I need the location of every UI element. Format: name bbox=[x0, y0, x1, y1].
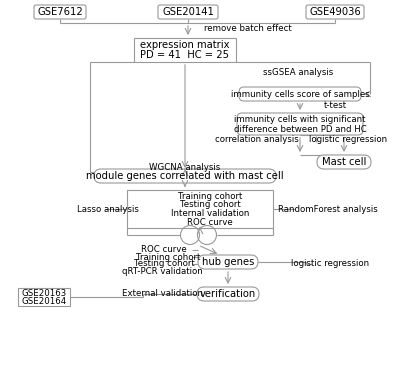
FancyBboxPatch shape bbox=[197, 287, 259, 301]
FancyBboxPatch shape bbox=[198, 255, 258, 269]
Text: immunity cells score of samples: immunity cells score of samples bbox=[231, 90, 369, 99]
Text: GSE7612: GSE7612 bbox=[37, 7, 83, 17]
Text: logistic regression: logistic regression bbox=[291, 260, 369, 269]
Text: Mast cell: Mast cell bbox=[322, 157, 366, 167]
Text: WGCNA analysis: WGCNA analysis bbox=[149, 163, 221, 171]
Text: ROC curve: ROC curve bbox=[187, 218, 233, 227]
Text: ROC curve: ROC curve bbox=[141, 246, 187, 254]
FancyBboxPatch shape bbox=[34, 5, 86, 19]
FancyBboxPatch shape bbox=[94, 169, 276, 183]
FancyBboxPatch shape bbox=[239, 87, 361, 101]
Text: Internal validation: Internal validation bbox=[171, 208, 249, 218]
FancyBboxPatch shape bbox=[158, 5, 218, 19]
Text: ssGSEA analysis: ssGSEA analysis bbox=[263, 67, 333, 77]
Text: correlation analysis: correlation analysis bbox=[215, 135, 299, 144]
Text: hub genes: hub genes bbox=[202, 257, 254, 267]
FancyBboxPatch shape bbox=[306, 5, 364, 19]
FancyBboxPatch shape bbox=[237, 113, 363, 135]
Text: GSE49036: GSE49036 bbox=[309, 7, 361, 17]
Text: immunity cells with significant: immunity cells with significant bbox=[234, 115, 366, 124]
Text: GSE20163: GSE20163 bbox=[21, 289, 67, 298]
Text: External validation: External validation bbox=[122, 289, 204, 298]
Text: Training cohort: Training cohort bbox=[136, 253, 200, 262]
Text: module genes correlated with mast cell: module genes correlated with mast cell bbox=[86, 171, 284, 181]
FancyBboxPatch shape bbox=[134, 38, 236, 62]
Text: logistic regression: logistic regression bbox=[309, 135, 387, 144]
Text: RandomForest analysis: RandomForest analysis bbox=[278, 205, 378, 214]
Text: GSE20164: GSE20164 bbox=[21, 296, 67, 305]
FancyBboxPatch shape bbox=[317, 155, 371, 169]
FancyBboxPatch shape bbox=[127, 190, 273, 228]
Text: verification: verification bbox=[200, 289, 256, 299]
Text: expression matrix: expression matrix bbox=[140, 40, 230, 50]
Text: Testing cohort: Testing cohort bbox=[134, 260, 194, 269]
Text: difference between PD and HC: difference between PD and HC bbox=[234, 125, 366, 134]
Text: t-test: t-test bbox=[324, 100, 346, 109]
Text: Testing cohort: Testing cohort bbox=[180, 199, 240, 208]
Text: Training cohort: Training cohort bbox=[178, 192, 242, 201]
Text: Lasso analysis: Lasso analysis bbox=[77, 205, 139, 214]
Text: remove batch effect: remove batch effect bbox=[204, 23, 292, 32]
FancyBboxPatch shape bbox=[18, 288, 70, 306]
Text: qRT-PCR validation: qRT-PCR validation bbox=[122, 267, 202, 276]
Text: PD = 41  HC = 25: PD = 41 HC = 25 bbox=[140, 50, 230, 60]
Text: GSE20141: GSE20141 bbox=[162, 7, 214, 17]
